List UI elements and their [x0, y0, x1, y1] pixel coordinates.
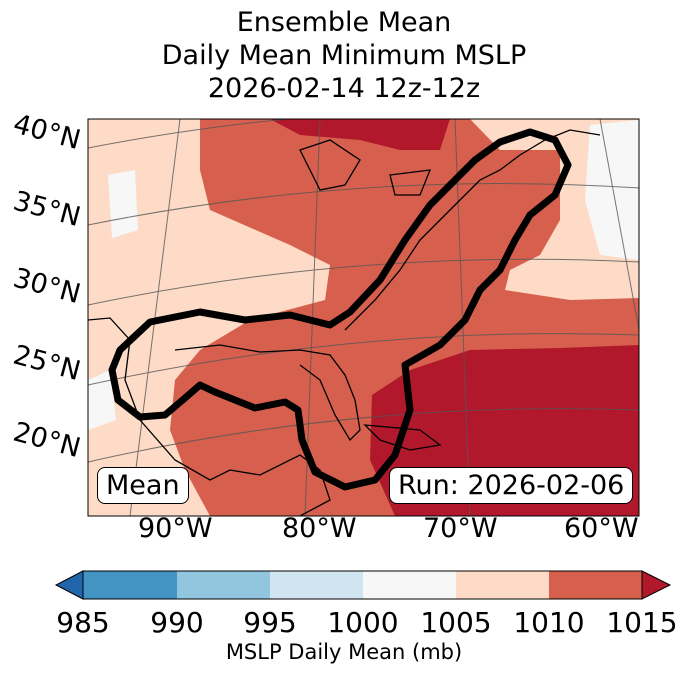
colorbar-frame [82, 570, 643, 600]
colorbar-tick-1000: 1000 [327, 606, 399, 639]
lon-label-90w: 90°W [138, 513, 213, 544]
lon-label-70w: 70°W [423, 513, 498, 544]
field-above-1015-north [270, 119, 450, 150]
map-frame [87, 118, 640, 517]
lon-label-80w: 80°W [282, 513, 357, 544]
title-line-3: 2026-02-14 12z-12z [207, 73, 481, 104]
field-1000-1005-west [88, 370, 116, 430]
map-field [88, 119, 639, 516]
colorbar-tick-985: 985 [56, 606, 110, 639]
colorbar-bin-990-995 [177, 571, 270, 599]
colorbar-tick-1015: 1015 [606, 606, 678, 639]
colorbar-extend-high [641, 570, 672, 600]
colorbar-bin-985-990 [83, 571, 177, 599]
colorbar-bin-1010-1015 [549, 571, 642, 599]
colorbar-bin-1005-1010 [456, 571, 549, 599]
coastline-florida [174, 344, 361, 442]
colorbar-bin-1000-1005 [363, 571, 456, 599]
run-date-label-box: Run: 2026-02-06 [389, 467, 634, 504]
great-lakes [299, 139, 432, 196]
probability-contour [108, 128, 572, 491]
field-1000-1005-north [108, 170, 138, 238]
mean-label-box: Mean [97, 467, 189, 504]
colorbar-tick-1010: 1010 [513, 606, 585, 639]
colorbar-bin-995-1000 [270, 571, 363, 599]
colorbar-tick-995: 995 [243, 606, 297, 639]
colorbar-label: MSLP Daily Mean (mb) [225, 640, 463, 664]
title-line-1: Ensemble Mean [236, 7, 452, 38]
colorbar-extend-low [54, 570, 84, 600]
colorbar [54, 570, 672, 600]
title-line-2: Daily Mean Minimum MSLP [161, 40, 527, 71]
colorbar-tick-1005: 1005 [420, 606, 492, 639]
colorbar-tick-990: 990 [150, 606, 204, 639]
lon-label-60w: 60°W [564, 513, 639, 544]
field-1000-1005-east [585, 120, 639, 260]
